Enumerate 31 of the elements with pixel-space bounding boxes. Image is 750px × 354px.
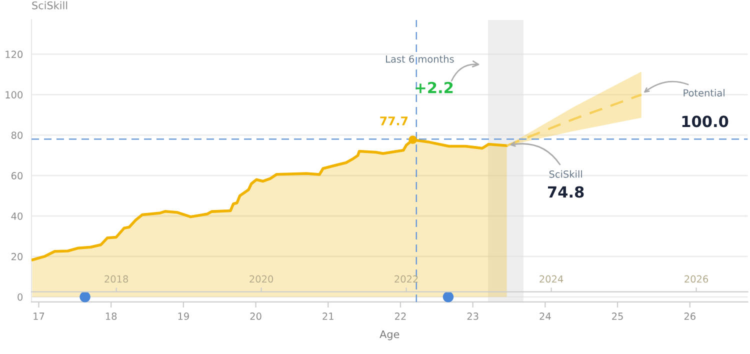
- x-tick-label: 18: [106, 312, 117, 320]
- y-tick-label: 0: [18, 293, 23, 301]
- y-tick-label: 80: [11, 132, 23, 139]
- x-tick-label: 21: [322, 312, 334, 320]
- y-tick-label: 40: [11, 212, 23, 220]
- x-tick-label: 24: [540, 312, 551, 320]
- x-tick-label: 19: [178, 312, 189, 320]
- annotation: 100.0: [682, 116, 728, 128]
- x-axis-title: Age: [380, 330, 400, 340]
- x2-tick-label: 2024: [540, 275, 564, 283]
- x2-tick-label: 2020: [250, 275, 274, 283]
- annotation: 74.8: [548, 186, 584, 198]
- y-tick-label: 20: [12, 252, 23, 260]
- x-tick-label: 26: [684, 312, 696, 320]
- y-tick-label: 60: [11, 172, 23, 180]
- x-tick-label: 22: [395, 312, 406, 320]
- x-tick-label: 20: [250, 312, 262, 320]
- annotation: Last 6 months: [386, 55, 454, 63]
- x2-tick-label: 2018: [104, 275, 128, 283]
- y-tick-label: 100: [6, 91, 23, 98]
- annotation: 77.7: [380, 116, 408, 126]
- x2-tick-label: 2026: [684, 275, 708, 283]
- annotation: Potential: [684, 89, 724, 97]
- x-tick-label: 23: [467, 312, 478, 320]
- x-tick-label: 17: [34, 312, 44, 320]
- x2-tick-label: 2022: [394, 275, 418, 283]
- annotation: +2.2: [416, 82, 453, 94]
- y-axis-title: SciSkill: [32, 1, 68, 10]
- x-tick-label: 25: [612, 312, 623, 320]
- annotation: SciSkill: [549, 170, 582, 178]
- y-tick-label: 120: [6, 50, 23, 58]
